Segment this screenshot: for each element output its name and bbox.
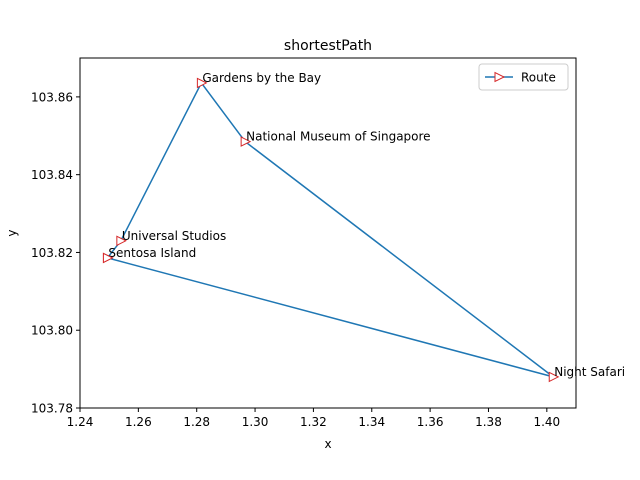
legend: Route <box>478 63 569 91</box>
point-label: National Museum of Singapore <box>246 130 430 144</box>
y-axis-label: y <box>5 229 19 236</box>
point-label: Sentosa Island <box>108 246 196 260</box>
legend-marker <box>494 71 506 83</box>
point-label: Night Safari <box>554 365 625 379</box>
chart-title: shortestPath <box>284 38 372 54</box>
x-axis: 1.24 1.26 1.28 1.30 1.32 1.34 1.36 1.38 1.40 <box>67 408 560 429</box>
route-point-marker <box>116 235 127 247</box>
x-tick-label: 1.28 <box>183 415 210 429</box>
x-tick-label: 1.34 <box>358 415 385 429</box>
legend-label: Route <box>521 71 556 85</box>
axes-frame <box>79 57 577 409</box>
point-label: Universal Studios <box>122 229 226 243</box>
y-tick-label: 103.86 <box>31 90 73 104</box>
point-label: Gardens by the Bay <box>202 71 321 85</box>
x-tick-label: 1.38 <box>475 415 502 429</box>
x-axis-label: x <box>324 437 331 451</box>
x-tick-label: 1.24 <box>67 415 94 429</box>
y-tick-label: 103.82 <box>31 246 73 260</box>
route-point-marker <box>102 252 114 264</box>
x-tick-label: 1.40 <box>533 415 560 429</box>
x-tick-label: 1.36 <box>417 415 444 429</box>
y-tick-label: 103.84 <box>31 168 73 182</box>
route-point-marker <box>240 136 252 147</box>
x-tick-label: 1.30 <box>242 415 269 429</box>
y-tick-label: 103.80 <box>31 324 73 338</box>
route-point-marker <box>548 371 560 383</box>
y-tick-label: 103.78 <box>31 402 73 416</box>
legend-box <box>478 63 569 91</box>
x-tick-label: 1.26 <box>125 415 152 429</box>
x-tick-label: 1.32 <box>300 415 327 429</box>
route-point-marker <box>196 77 208 89</box>
plot-area: Sentosa Island Universal Studios Gardens b… <box>102 71 625 383</box>
y-axis: 103.78 103.80 103.82 103.84 103.86 <box>31 90 80 416</box>
